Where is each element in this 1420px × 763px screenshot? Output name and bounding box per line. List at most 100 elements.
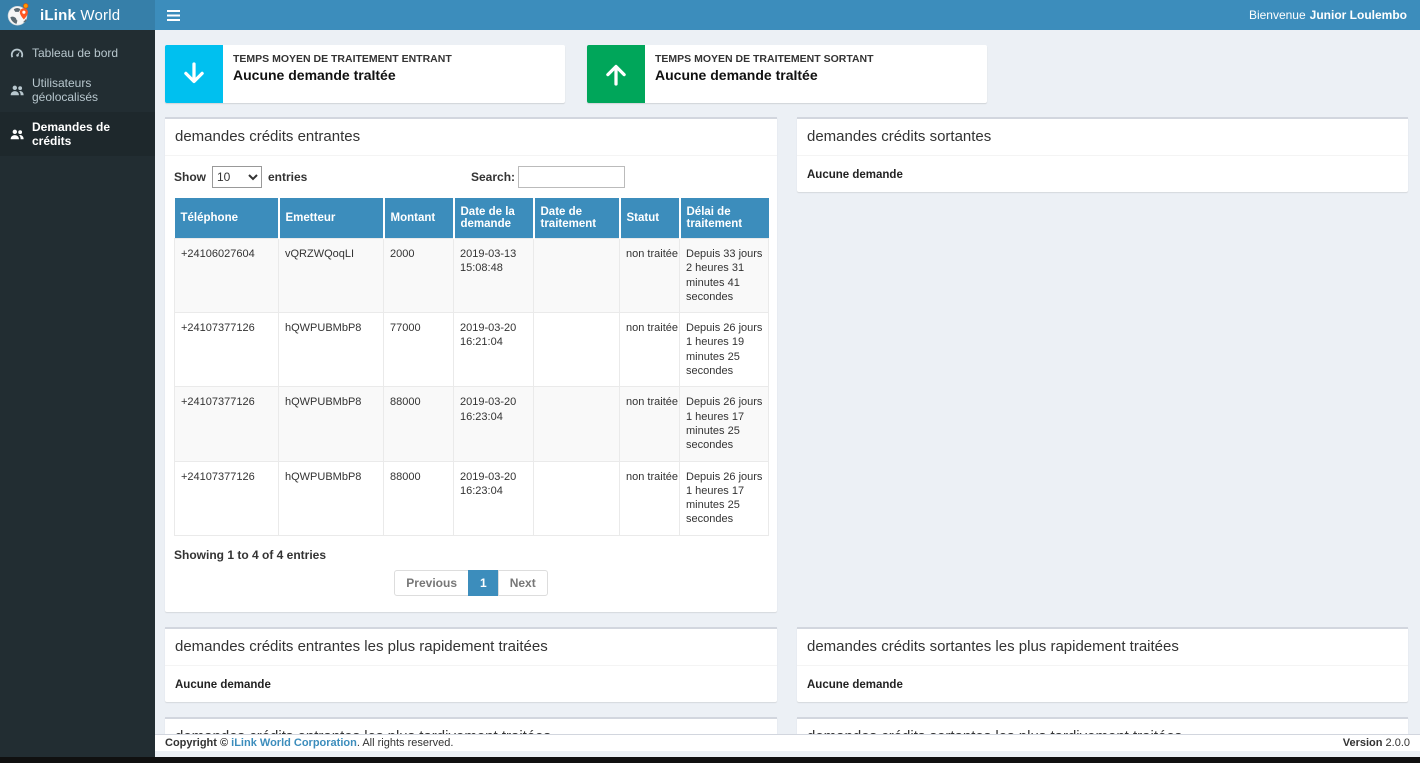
cell-date-demande: 2019-03-13 15:08:48 bbox=[453, 237, 534, 314]
ilink-corporation-link[interactable]: iLink World Corporation bbox=[231, 737, 357, 749]
cell-date-traitement bbox=[533, 237, 620, 314]
column-header-telephone[interactable]: Téléphone bbox=[174, 198, 280, 239]
empty-message: Aucune demande bbox=[807, 678, 903, 691]
sidebar: Tableau de bord Utilisateurs géolocalisé… bbox=[0, 30, 155, 757]
cell-emetteur: hQWPUBMbP8 bbox=[278, 386, 384, 462]
brand-title: iLink World bbox=[40, 6, 121, 24]
dashboard-icon bbox=[10, 46, 24, 60]
empty-message: Aucune demande bbox=[807, 169, 903, 181]
version-value: 2.0.0 bbox=[1385, 737, 1410, 749]
column-header-statut[interactable]: Statut bbox=[619, 198, 681, 239]
table-info-text: Showing 1 to 4 of 4 entries bbox=[174, 547, 327, 562]
version-label: Version bbox=[1342, 737, 1383, 749]
brand[interactable]: iLink World bbox=[0, 0, 155, 30]
panel-demandes-entrantes: demandes crédits entrantes Show 10 entri… bbox=[165, 117, 777, 612]
copyright-label: Copyright © bbox=[165, 737, 232, 749]
cell-statut: non traitée bbox=[619, 460, 680, 536]
page-length-select[interactable]: 10 bbox=[212, 166, 262, 188]
cell-delai: Depuis 33 jours 2 heures 31 minutes 41 s… bbox=[679, 237, 769, 314]
empty-message: Aucune demande bbox=[175, 678, 271, 691]
info-box-entrant: TEMPS MOYEN DE TRAITEMENT ENTRANT Aucune… bbox=[165, 45, 565, 103]
pagination: Previous 1 Next bbox=[165, 562, 777, 612]
top-navbar: iLink World Bienvenue Junior Loulembo bbox=[0, 0, 1420, 30]
panel-title: demandes crédits sortantes les plus rapi… bbox=[807, 637, 1179, 655]
column-header-date-traitement[interactable]: Date de traitement bbox=[533, 198, 621, 239]
cell-montant: 77000 bbox=[383, 312, 454, 388]
cell-telephone: +24106027604 bbox=[174, 237, 279, 314]
info-box-label: TEMPS MOYEN DE TRAITEMENT SORTANT bbox=[655, 53, 874, 65]
cell-delai: Depuis 26 jours 1 heures 19 minutes 25 s… bbox=[679, 312, 769, 388]
hamburger-icon bbox=[166, 9, 180, 21]
sidebar-item-label: Demandes de crédits bbox=[32, 120, 111, 148]
ilink-logo-icon bbox=[7, 3, 31, 27]
cell-date-traitement bbox=[533, 312, 620, 388]
users-icon bbox=[10, 83, 24, 97]
datatable-controls: Show 10 entries Search: bbox=[165, 156, 777, 196]
sidebar-item-utilisateurs-geolocalises[interactable]: Utilisateurs géolocalisés bbox=[0, 68, 155, 112]
demandes-entrantes-table: Téléphone Emetteur Montant Date de la de… bbox=[174, 198, 769, 536]
column-header-delai[interactable]: Délai de traitement bbox=[679, 198, 769, 239]
column-header-montant[interactable]: Montant bbox=[383, 198, 455, 239]
cell-emetteur: hQWPUBMbP8 bbox=[278, 312, 384, 388]
table-row: +24107377126 hQWPUBMbP8 77000 2019-03-20… bbox=[174, 312, 769, 388]
pagination-previous-button[interactable]: Previous bbox=[394, 569, 469, 596]
table-row: +24107377126 hQWPUBMbP8 88000 2019-03-20… bbox=[174, 386, 769, 462]
version-text: Version 2.0.0 bbox=[1343, 737, 1410, 749]
cell-telephone: +24107377126 bbox=[174, 312, 279, 388]
search-input[interactable] bbox=[518, 166, 626, 188]
column-header-date-demande[interactable]: Date de la demande bbox=[453, 198, 535, 239]
welcome-label: Bienvenue bbox=[1248, 8, 1306, 22]
sidebar-toggle-button[interactable] bbox=[155, 0, 191, 30]
sidebar-item-demandes-de-credits[interactable]: Demandes de crédits bbox=[0, 112, 155, 156]
info-box-sortant: TEMPS MOYEN DE TRAITEMENT SORTANT Aucune… bbox=[587, 45, 987, 103]
table-row: +24106027604 vQRZWQoqLI 2000 2019-03-13 … bbox=[174, 237, 769, 314]
panel-entrantes-rapidement: demandes crédits entrantes les plus rapi… bbox=[165, 626, 777, 702]
panel-title: demandes crédits sortantes bbox=[807, 128, 992, 145]
sidebar-item-label: Tableau de bord bbox=[32, 46, 119, 60]
cell-telephone: +24107377126 bbox=[174, 460, 279, 536]
cell-montant: 88000 bbox=[383, 460, 454, 536]
panel-title: demandes crédits entrantes bbox=[175, 128, 361, 145]
panel-title: demandes crédits sortantes les plus tard… bbox=[807, 728, 1182, 734]
sidebar-item-tableau-de-bord[interactable]: Tableau de bord bbox=[0, 38, 155, 68]
info-box-value: Aucune demande traItée bbox=[233, 67, 396, 83]
info-box-value: Aucune demande traItée bbox=[655, 67, 818, 83]
table-row: +24107377126 hQWPUBMbP8 88000 2019-03-20… bbox=[174, 460, 769, 536]
content-area: TEMPS MOYEN DE TRAITEMENT ENTRANT Aucune… bbox=[155, 30, 1420, 734]
navbar-spacer bbox=[191, 0, 1236, 30]
cell-montant: 88000 bbox=[383, 386, 454, 462]
cell-statut: non traitée bbox=[619, 237, 680, 314]
sidebar-item-label: Utilisateurs géolocalisés bbox=[32, 76, 99, 104]
pagination-next-button[interactable]: Next bbox=[497, 569, 548, 596]
search-label: Search: bbox=[471, 170, 516, 184]
page-footer: Copyright © iLink World Corporation. All… bbox=[155, 734, 1420, 751]
info-box-row: TEMPS MOYEN DE TRAITEMENT ENTRANT Aucune… bbox=[165, 45, 1408, 103]
cell-date-traitement bbox=[533, 386, 620, 462]
users-icon bbox=[10, 127, 24, 141]
panel-sortantes-tardivement: demandes crédits sortantes les plus tard… bbox=[797, 716, 1408, 734]
panels-grid: demandes crédits entrantes Show 10 entri… bbox=[165, 117, 1408, 734]
info-box-label: TEMPS MOYEN DE TRAITEMENT ENTRANT bbox=[233, 53, 452, 65]
panel-sortantes-rapidement: demandes crédits sortantes les plus rapi… bbox=[797, 626, 1408, 702]
copyright-text: Copyright © iLink World Corporation. All… bbox=[165, 737, 453, 749]
cell-emetteur: hQWPUBMbP8 bbox=[278, 460, 384, 536]
arrow-up-icon bbox=[587, 45, 645, 103]
cell-telephone: +24107377126 bbox=[174, 386, 279, 462]
table-header-row: Téléphone Emetteur Montant Date de la de… bbox=[174, 198, 769, 239]
cell-delai: Depuis 26 jours 1 heures 17 minutes 25 s… bbox=[679, 460, 769, 536]
cell-date-demande: 2019-03-20 16:23:04 bbox=[453, 460, 534, 536]
welcome-username: Junior Loulembo bbox=[1309, 8, 1407, 22]
window-bottom-edge bbox=[0, 757, 1420, 763]
pagination-page-1-button[interactable]: 1 bbox=[468, 569, 499, 596]
cell-emetteur: vQRZWQoqLI bbox=[278, 237, 384, 314]
column-header-emetteur[interactable]: Emetteur bbox=[278, 198, 385, 239]
cell-date-traitement bbox=[533, 460, 620, 536]
user-menu[interactable]: Bienvenue Junior Loulembo bbox=[1236, 0, 1420, 30]
cell-statut: non traitée bbox=[619, 312, 680, 388]
panel-title: demandes crédits entrantes les plus tard… bbox=[175, 728, 551, 734]
arrow-down-icon bbox=[165, 45, 223, 103]
cell-montant: 2000 bbox=[383, 237, 454, 314]
panel-title: demandes crédits entrantes les plus rapi… bbox=[175, 637, 548, 655]
cell-date-demande: 2019-03-20 16:23:04 bbox=[453, 386, 534, 462]
